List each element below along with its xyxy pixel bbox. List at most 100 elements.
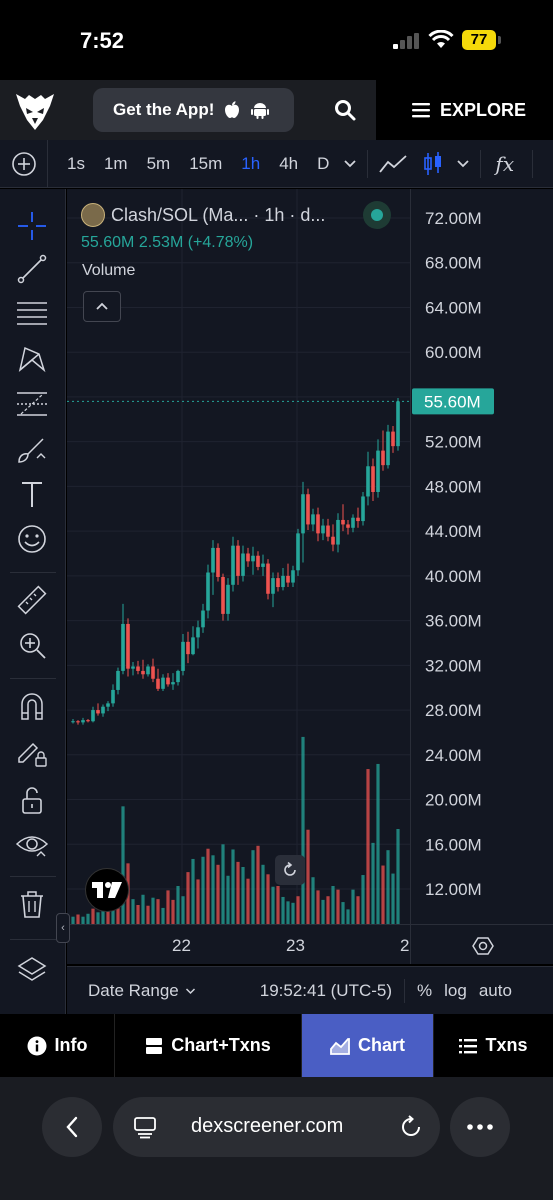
indicators-icon[interactable]: fx	[495, 151, 515, 176]
candle-body	[81, 720, 85, 723]
volume-bar	[76, 914, 80, 924]
chart-legend[interactable]: Clash/SOL (Ma... · 1h · d...	[81, 203, 325, 227]
lock-drawings-icon[interactable]	[15, 734, 49, 768]
emoji-icon[interactable]	[15, 522, 49, 556]
address-bar[interactable]: dexscreener.com	[113, 1097, 440, 1157]
candle-body	[176, 670, 180, 683]
candle-body	[281, 575, 285, 588]
timeframe-15m[interactable]: 15m	[189, 153, 223, 173]
tab-chart[interactable]: Chart	[302, 1014, 434, 1077]
tab-info[interactable]: Info	[0, 1014, 115, 1077]
volume-bar	[331, 885, 335, 924]
page-menu-icon[interactable]	[133, 1115, 157, 1139]
price-chart[interactable]: 72.00M 68.00M 64.00M 60.00M 52.00M 48.00M 44.0…	[67, 189, 553, 964]
add-symbol-button[interactable]	[0, 139, 48, 188]
line-chart-icon[interactable]	[378, 153, 408, 175]
dexscreener-logo-icon[interactable]	[14, 90, 56, 132]
timeframe-1s[interactable]: 1s	[67, 153, 85, 173]
layers-icon[interactable]	[15, 954, 49, 988]
candle-body	[171, 682, 175, 685]
current-price-tag	[412, 388, 494, 415]
cellular-signal-icon	[393, 33, 419, 49]
candle-body	[246, 553, 250, 562]
candle-body	[121, 623, 125, 671]
candle-body	[146, 666, 150, 675]
volume-bar	[276, 885, 280, 924]
apple-icon	[225, 101, 240, 118]
timeframe-d[interactable]: D	[317, 153, 330, 173]
percent-scale-toggle[interactable]: %	[417, 980, 433, 1000]
chart-settings-icon[interactable]	[472, 935, 494, 957]
list-icon	[459, 1038, 478, 1053]
x-axis-label: 2	[400, 936, 410, 955]
timeframe-4h[interactable]: 4h	[279, 153, 299, 173]
collapse-legend-button[interactable]	[83, 291, 121, 322]
android-icon	[251, 103, 270, 119]
candle-body	[116, 670, 120, 690]
log-scale-toggle[interactable]: log	[444, 980, 467, 1000]
tradingview-logo[interactable]	[85, 868, 129, 912]
search-icon[interactable]	[333, 98, 357, 122]
volume-bar	[91, 908, 95, 924]
trash-icon[interactable]	[15, 887, 49, 921]
candle-body	[266, 563, 270, 594]
timeframe-1h[interactable]: 1h	[241, 153, 261, 173]
auto-scale-toggle[interactable]: auto	[478, 980, 512, 1000]
tab-info-label: Info	[54, 1035, 88, 1055]
trend-line-icon[interactable]	[15, 252, 49, 286]
volume-bar	[211, 855, 215, 924]
tab-txns[interactable]: Txns	[434, 1014, 553, 1077]
candle-body	[251, 555, 255, 562]
unlock-icon[interactable]	[15, 783, 49, 817]
chevron-down-icon[interactable]	[456, 159, 470, 169]
candle-body	[206, 572, 210, 611]
menu-icon	[412, 103, 430, 118]
fib-retracement-icon[interactable]	[15, 387, 49, 421]
reload-icon[interactable]	[399, 1115, 423, 1139]
timeframe-1m[interactable]: 1m	[103, 153, 128, 173]
magnet-icon[interactable]	[15, 689, 49, 723]
candle-body	[216, 547, 220, 577]
text-tool-icon[interactable]	[15, 477, 49, 511]
chart-clock[interactable]: 19:52:41 (UTC-5)	[259, 980, 393, 1000]
tab-chart-txns[interactable]: Chart+Txns	[115, 1014, 302, 1077]
wifi-icon	[428, 30, 454, 48]
candlestick-chart[interactable]: 72.00M 68.00M 64.00M 60.00M 52.00M 48.00M 44.0…	[67, 189, 553, 964]
candle-body	[336, 519, 340, 545]
explore-button[interactable]: EXPLORE	[376, 80, 553, 140]
get-app-button[interactable]: Get the App!	[93, 88, 294, 132]
volume-bar	[206, 848, 210, 924]
chevron-down-icon[interactable]	[343, 159, 357, 169]
volume-bar	[306, 829, 310, 924]
eye-icon[interactable]	[15, 828, 49, 862]
url-text[interactable]: dexscreener.com	[191, 1115, 344, 1137]
zoom-in-icon[interactable]	[15, 628, 49, 662]
volume-bar	[286, 901, 290, 924]
crosshair-icon[interactable]	[15, 209, 49, 243]
candles-icon[interactable]	[422, 151, 444, 177]
volume-bar	[176, 885, 180, 924]
live-status-indicator	[363, 201, 391, 229]
price-axis-label: 68.00M	[425, 254, 482, 273]
symbol-title[interactable]: Clash/SOL (Ma... · 1h · d...	[111, 204, 326, 225]
volume-bar	[196, 879, 200, 924]
candle-body	[296, 533, 300, 571]
date-range-dropdown[interactable]: Date Range	[88, 981, 196, 1001]
back-button[interactable]	[42, 1097, 102, 1157]
reset-chart-button[interactable]	[275, 855, 305, 885]
horizontal-lines-icon[interactable]	[15, 297, 49, 331]
volume-bar	[291, 902, 295, 924]
candle-body	[71, 721, 75, 723]
more-options-button[interactable]	[450, 1097, 510, 1157]
volume-bar	[101, 905, 105, 924]
chevron-down-icon	[185, 987, 195, 994]
timeframe-5m[interactable]: 5m	[146, 153, 171, 173]
collapse-toolbar-button[interactable]: ‹	[56, 913, 70, 943]
volume-bar	[261, 864, 265, 924]
price-axis-label: 32.00M	[425, 656, 482, 675]
pattern-icon[interactable]	[15, 342, 49, 376]
ruler-icon[interactable]	[15, 583, 49, 617]
candle-body	[361, 496, 365, 522]
volume-bar	[371, 842, 375, 924]
brush-icon[interactable]	[15, 432, 49, 466]
